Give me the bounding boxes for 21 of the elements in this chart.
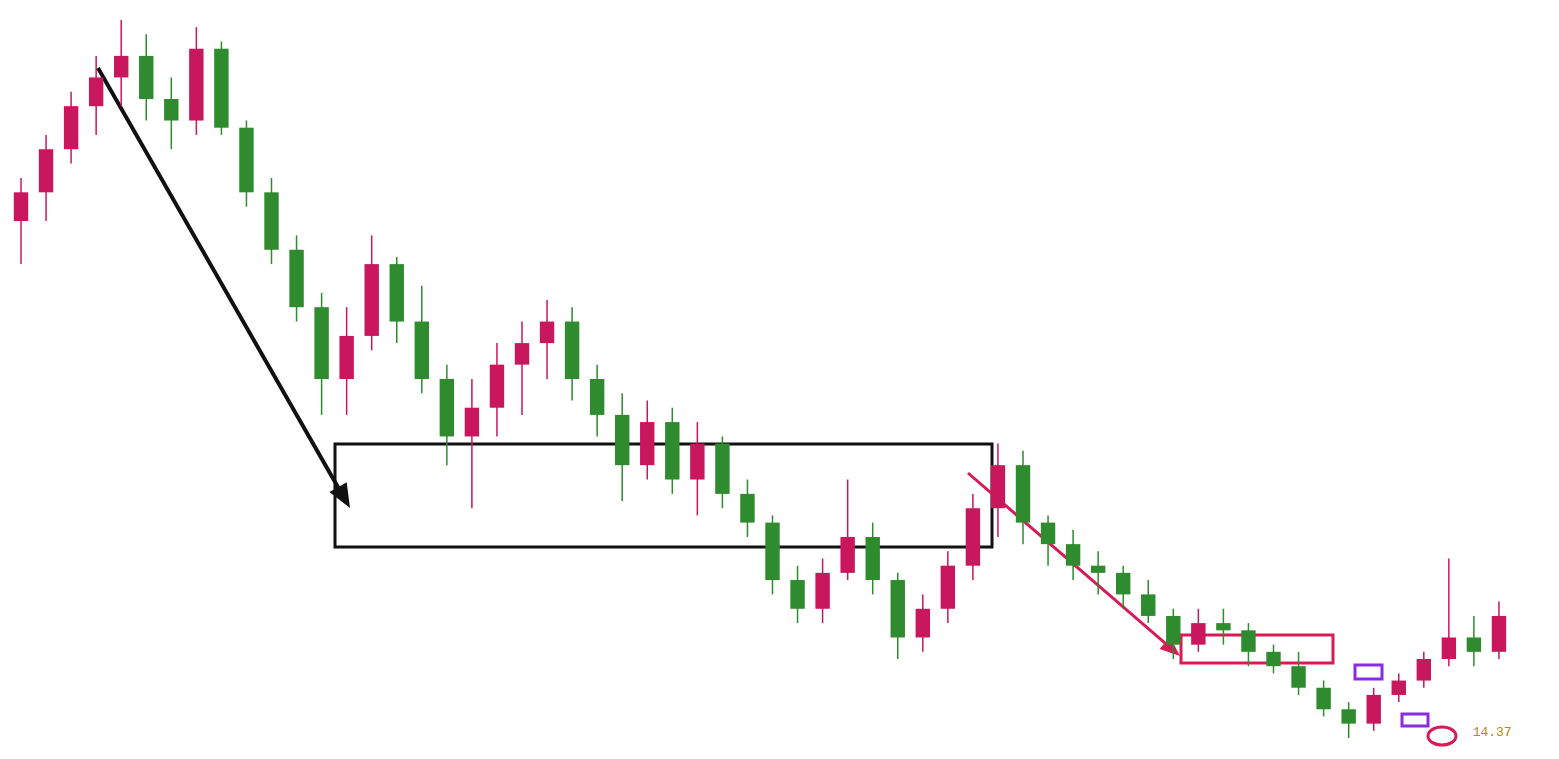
candlestick — [1241, 622, 1256, 667]
candlestick — [1266, 643, 1281, 675]
candlestick — [1065, 529, 1081, 581]
candlestick — [1141, 579, 1156, 624]
candlestick — [164, 76, 179, 150]
candlestick — [1341, 701, 1356, 739]
candlestick — [1391, 672, 1406, 703]
candlestick — [1216, 608, 1231, 646]
candlestick — [1116, 564, 1131, 610]
candlestick — [539, 299, 555, 380]
candlestick — [1040, 514, 1056, 567]
candlestick — [1316, 679, 1331, 718]
annotation: 14.37 — [1472, 725, 1512, 740]
candlestick — [114, 19, 129, 107]
candlestick — [1441, 557, 1457, 667]
candlestick — [1090, 550, 1106, 596]
candlestick — [1191, 608, 1206, 653]
candlestick — [1466, 615, 1482, 667]
candlestick — [1416, 651, 1431, 689]
candlestick — [1291, 651, 1306, 696]
candlestick — [514, 320, 530, 416]
